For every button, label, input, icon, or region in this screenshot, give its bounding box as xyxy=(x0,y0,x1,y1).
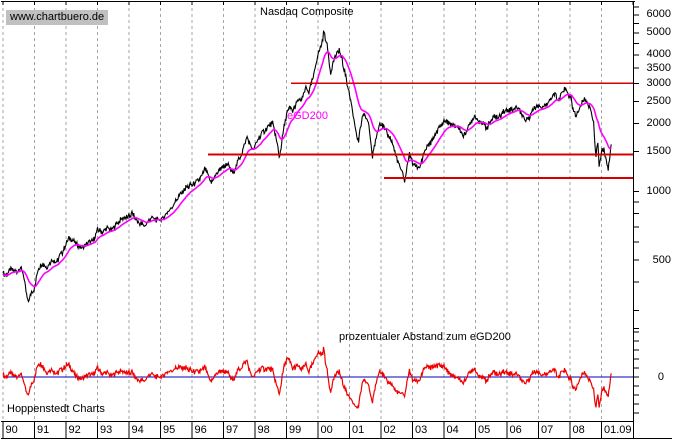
x-axis-label: 03 xyxy=(415,424,428,436)
x-axis-label: 05 xyxy=(478,424,491,436)
x-axis-label: 07 xyxy=(541,424,554,436)
x-axis-label: 04 xyxy=(446,424,459,436)
ema-label: eGD200 xyxy=(287,110,328,122)
credit-label: Hoppenstedt Charts xyxy=(7,403,105,415)
x-axis-label: 97 xyxy=(226,424,239,436)
x-axis-label: 02 xyxy=(383,424,396,436)
oscillator-zero-label: 0 xyxy=(657,371,664,383)
x-axis-label: 06 xyxy=(509,424,522,436)
x-axis-label: 94 xyxy=(131,424,144,436)
y-axis-label: 4000 xyxy=(646,48,671,60)
chart-title: Nasdaq Composite xyxy=(260,6,354,18)
x-axis-label: 92 xyxy=(68,424,81,436)
x-axis-label: 99 xyxy=(289,424,302,436)
y-axis-label: 1000 xyxy=(646,185,671,197)
y-axis-label: 1500 xyxy=(646,145,671,157)
egd200-line xyxy=(2,51,612,288)
y-axis-label: 2000 xyxy=(646,117,671,129)
price-line xyxy=(2,30,612,303)
x-axis-label: 96 xyxy=(194,424,207,436)
x-axis-label: 08 xyxy=(572,424,585,436)
x-axis-label: 00 xyxy=(320,424,333,436)
y-axis-label: 5000 xyxy=(646,26,671,38)
y-axis-label: 3500 xyxy=(646,62,671,74)
oscillator-line xyxy=(2,346,612,409)
x-axis-label: 98 xyxy=(257,424,270,436)
x-axis-label-strip: 90 91 92 93 94 95 96 97 98 99 00 01 02 03 04 05 06 07 08 01… xyxy=(0,423,632,439)
x-axis-label: 95 xyxy=(163,424,176,436)
lower-panel-label: prozentualer Abstand zum eGD200 xyxy=(339,331,511,343)
x-axis-label: 93 xyxy=(100,424,113,436)
x-axis-label: 01.09 xyxy=(604,424,631,436)
y-axis-label: 500 xyxy=(652,254,671,266)
x-axis-label: 01 xyxy=(352,424,365,436)
y-axis-label: 6000 xyxy=(646,8,671,20)
y-axis-label: 3000 xyxy=(646,77,671,89)
y-axis-label: 2500 xyxy=(646,95,671,107)
watermark: www.chartbuero.de xyxy=(6,10,109,25)
x-axis-label: 91 xyxy=(37,424,50,436)
x-axis-label: 90 xyxy=(5,424,18,436)
